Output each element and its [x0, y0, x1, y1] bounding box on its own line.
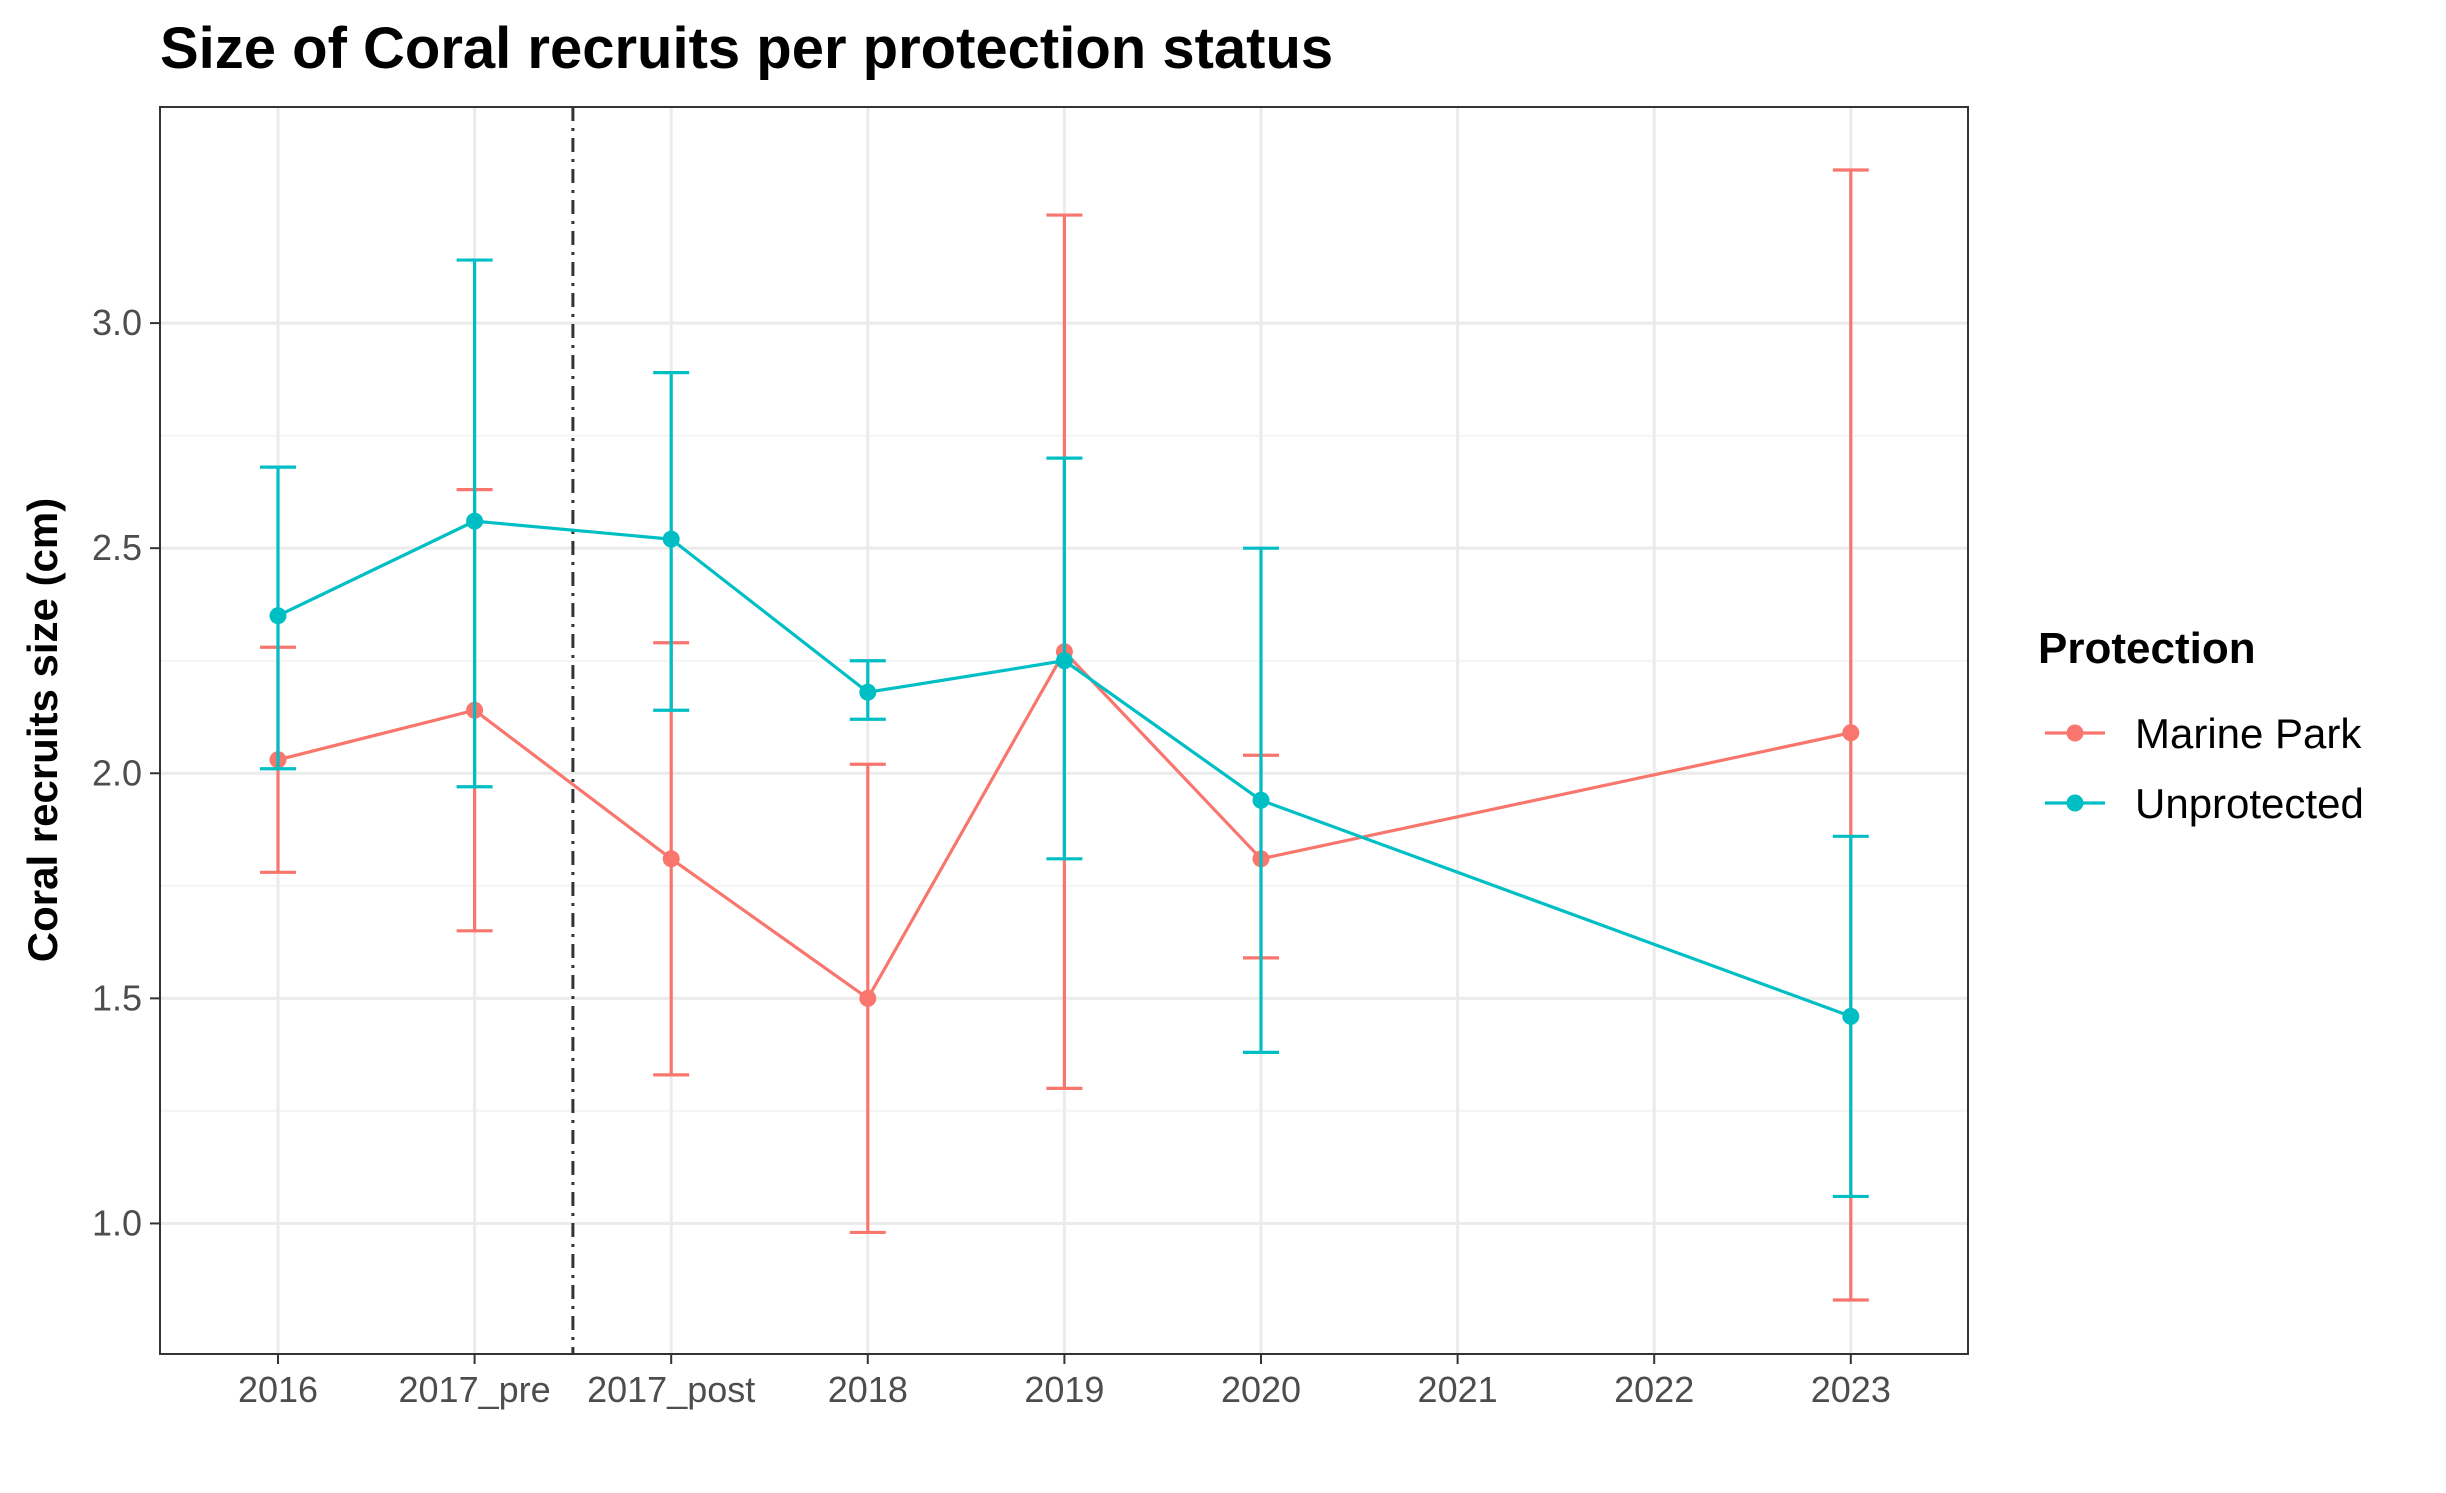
data-point — [1252, 791, 1270, 809]
x-tick-label: 2018 — [828, 1369, 908, 1410]
chart-title: Size of Coral recruits per protection st… — [160, 16, 1333, 81]
legend-label-unprotected: Unprotected — [2135, 780, 2364, 827]
legend-title: Protection — [2038, 624, 2256, 673]
series-unprotected — [260, 258, 1869, 1199]
y-tick-label: 1.5 — [92, 977, 142, 1018]
y-tick-label: 1.0 — [92, 1202, 142, 1243]
x-tick-label: 2022 — [1614, 1369, 1694, 1410]
legend-key-marine-park — [2045, 724, 2105, 742]
x-tick-label: 2019 — [1024, 1369, 1104, 1410]
data-point — [269, 607, 287, 625]
legend-label-marine-park: Marine Park — [2135, 710, 2362, 757]
x-tick-label: 2020 — [1221, 1369, 1301, 1410]
x-tick-label: 2023 — [1811, 1369, 1891, 1410]
data-point — [662, 530, 680, 548]
x-tick-label: 2016 — [238, 1369, 318, 1410]
y-tick-label: 2.0 — [92, 752, 142, 793]
data-point — [1842, 1007, 1860, 1025]
legend-key-point — [2066, 724, 2084, 742]
legend: Protection Marine Park Unprotected — [2038, 624, 2364, 827]
y-tick-label: 3.0 — [92, 302, 142, 343]
x-tick-label: 2021 — [1418, 1369, 1498, 1410]
y-axis-ticks: 1.0 1.5 2.0 2.5 3.0 — [92, 302, 160, 1243]
data-point — [1842, 724, 1860, 742]
data-point — [859, 683, 877, 701]
data-point — [466, 512, 484, 530]
data-point — [1055, 652, 1073, 670]
data-point — [859, 989, 877, 1007]
y-axis-title: Coral recruits size (cm) — [19, 498, 66, 963]
series-group — [260, 168, 1869, 1302]
legend-key-unprotected — [2045, 794, 2105, 812]
x-tick-label: 2017_post — [587, 1369, 755, 1410]
x-tick-label: 2017_pre — [399, 1369, 551, 1410]
data-point — [662, 850, 680, 868]
y-tick-label: 2.5 — [92, 527, 142, 568]
legend-key-point — [2066, 794, 2084, 812]
x-axis-ticks: 2016 2017_pre 2017_post 2018 2019 2020 2021 202… — [238, 1354, 1891, 1410]
